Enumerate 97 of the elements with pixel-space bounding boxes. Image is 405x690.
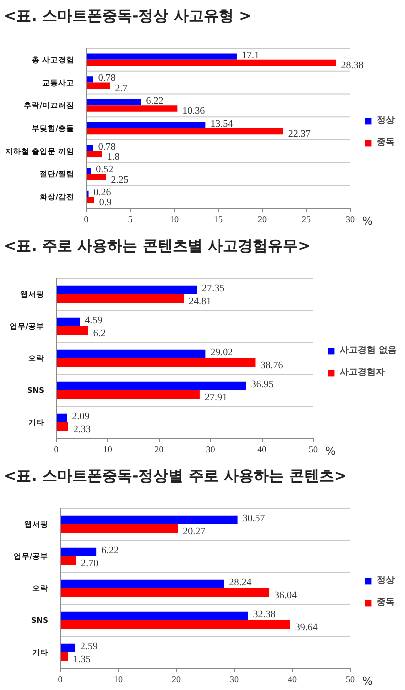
data-label: 6.22 [146,96,164,108]
x-tick-label: 40 [258,444,268,454]
bar [60,588,270,598]
data-label: 13.54 [210,118,234,130]
data-label: 6.2 [93,328,106,340]
data-label: 4.59 [85,316,103,327]
x-tick-label: 50 [309,444,318,454]
x-tick-label: 10 [170,214,180,224]
x-tick-label: 20 [172,674,182,684]
bar [86,76,94,83]
x-tick-label: 10 [114,674,124,684]
data-label: 27.35 [202,284,225,295]
bar [60,548,97,556]
data-label: 2.70 [81,558,99,570]
bar [86,60,336,66]
data-label: 20.27 [183,526,206,538]
bar [86,197,94,204]
data-label: 0.26 [94,187,112,198]
data-label: 1.8 [107,152,120,163]
x-tick-label: 0 [58,674,64,684]
bar [56,350,206,358]
x-tick-label: 20 [258,214,268,224]
data-label: 36.04 [274,590,298,602]
legend-label: 정상 [377,575,396,587]
data-label: 22.37 [288,129,311,140]
x-tick-label: 10 [103,444,113,454]
bar [60,556,76,566]
bar [86,82,110,89]
bar [60,620,290,630]
bar [56,422,68,432]
x-tick-label: 15 [214,214,224,224]
legend-label: 사고경험 없음 [340,345,398,357]
x-tick-label: 30 [230,674,240,684]
legend-label: 사고경험자 [340,367,385,379]
legend-label: 중독 [377,137,396,149]
data-label: 2.59 [80,642,98,653]
x-tick-label: 50 [346,674,356,684]
x-axis-title: % [362,675,373,688]
data-label: 0.52 [96,164,114,176]
x-tick-label: 25 [302,214,312,224]
bar [60,580,224,588]
data-label: 0.9 [99,198,112,209]
data-label: 17.1 [242,50,260,62]
bar [60,516,238,524]
bar [60,652,68,662]
data-label: 39.64 [295,622,318,634]
bar [56,286,198,294]
bar [56,382,246,390]
data-label: 1.35 [73,654,91,666]
bar [56,358,256,368]
bar [60,524,178,534]
data-label: 2.7 [115,83,128,94]
data-label: 32.38 [253,610,276,621]
x-tick-label: 40 [288,674,298,684]
bar [56,294,184,304]
data-label: 24.81 [189,296,212,308]
legend-label: 정상 [377,115,396,127]
data-label: 28.24 [229,578,252,589]
bar [86,128,284,135]
bar [86,54,237,60]
chart-title: <표. 스마트폰중독-정상 사고유형 > [4,6,252,27]
bar [86,106,178,112]
x-axis-title: % [326,445,336,458]
legend-label: 중독 [377,597,396,609]
data-label: 30.57 [242,514,266,525]
bar [86,151,102,158]
bar [56,318,80,326]
bar [86,99,142,106]
x-tick-label: 5 [128,214,134,224]
data-label: 27.91 [204,392,228,404]
bar [56,414,68,422]
data-label: 6.22 [102,546,120,557]
x-tick-label: 30 [346,214,356,224]
bar [86,145,94,152]
data-label: 29.02 [210,348,234,359]
bar [56,326,88,336]
data-label: 0.78 [98,73,116,84]
chart-title: <표. 주로 사용하는 콘텐츠별 사고경험유무> [4,236,311,257]
data-label: 28.38 [341,60,364,72]
bar [86,122,206,128]
bar [60,612,248,620]
x-tick-label: 0 [54,444,60,454]
data-label: 2.33 [73,424,91,436]
chart-title: <표. 스마트폰중독-정상별 주로 사용하는 콘텐츠> [4,466,347,487]
data-label: 2.09 [72,412,90,423]
x-tick-label: 30 [206,444,216,454]
x-tick-label: 0 [84,214,90,224]
bar [56,390,200,400]
data-label: 2.25 [111,174,129,186]
data-label: 10.36 [182,106,206,118]
data-label: 0.78 [98,142,116,153]
bar [60,644,76,652]
x-tick-label: 20 [154,444,164,454]
data-label: 38.76 [260,360,284,372]
data-label: 36.95 [251,380,274,391]
bar [86,174,106,180]
x-axis-title: % [362,215,373,228]
